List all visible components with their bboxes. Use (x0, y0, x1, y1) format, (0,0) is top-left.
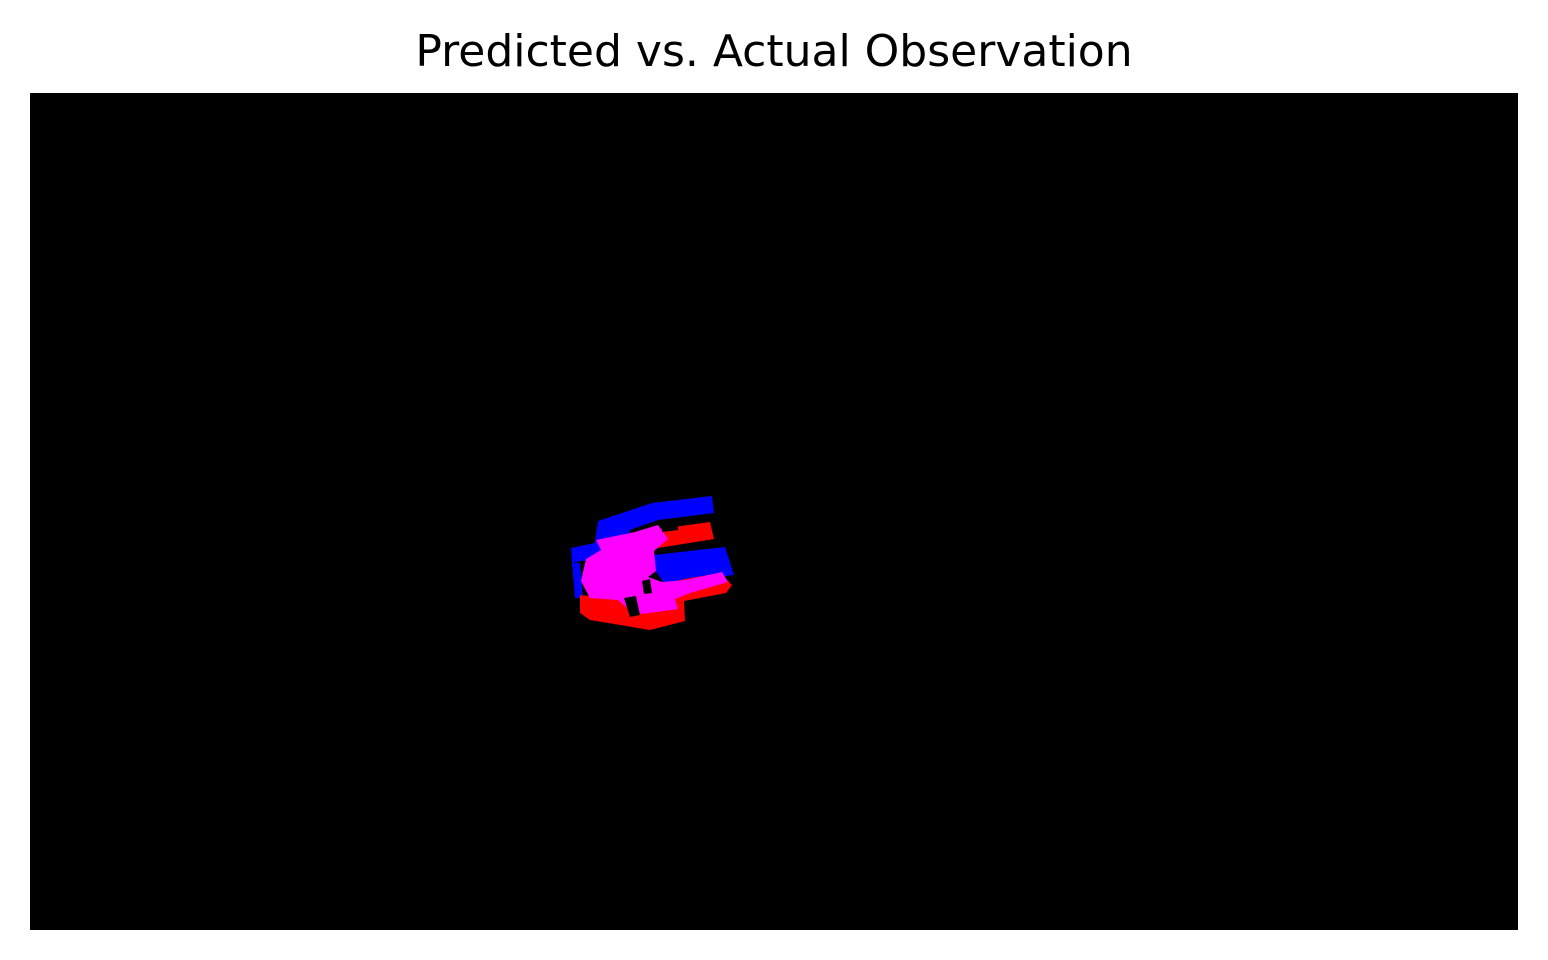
observation-overlay (571, 496, 734, 630)
occlusion-details (624, 525, 678, 617)
figure-title: Predicted vs. Actual Observation (415, 26, 1133, 77)
overlap-region (581, 525, 728, 614)
observation-image (30, 93, 1518, 930)
